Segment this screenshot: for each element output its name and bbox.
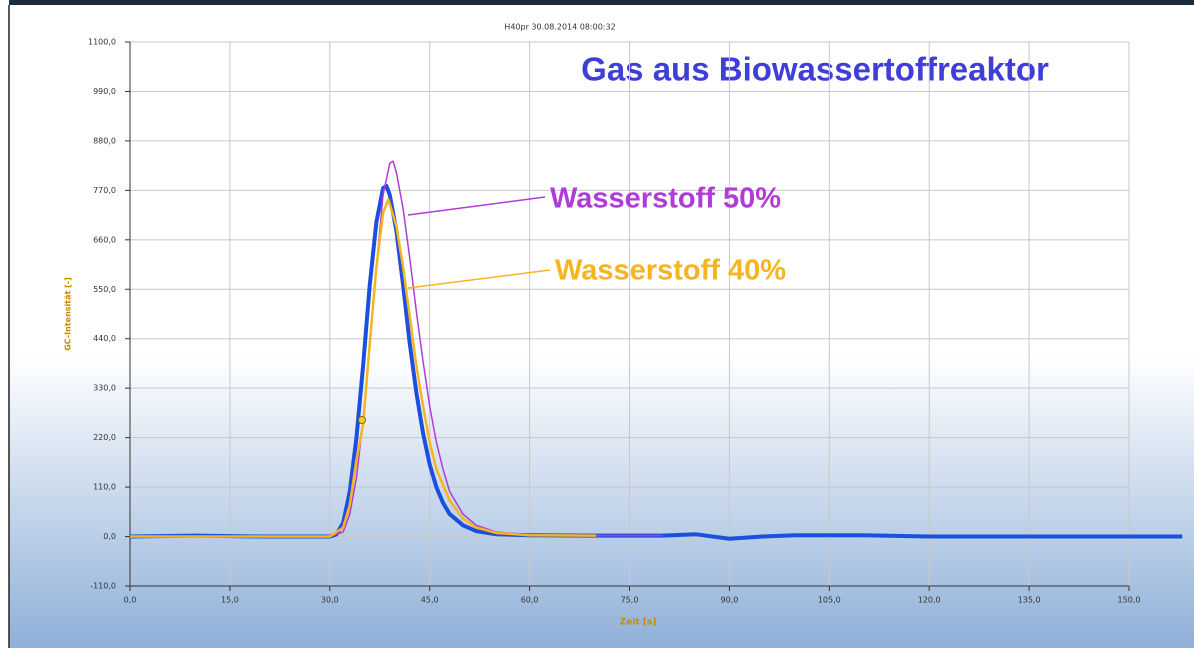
- y-tick-label: 770,0: [93, 186, 116, 195]
- y-tick-label: -110,0: [90, 582, 116, 591]
- x-tick-label: 135,0: [1018, 596, 1041, 605]
- x-tick-label: 60,0: [521, 596, 539, 605]
- data-line: [130, 160, 663, 538]
- y-tick-label: 330,0: [93, 384, 116, 393]
- annotation-pointer: [407, 196, 546, 216]
- x-tick-label: 120,0: [918, 596, 941, 605]
- y-tick-label: 440,0: [93, 334, 116, 343]
- x-tick-label: 90,0: [720, 596, 738, 605]
- annotation-pointer: [407, 269, 551, 289]
- y-tick-label: 660,0: [93, 235, 116, 244]
- x-tick-label: 75,0: [621, 596, 639, 605]
- x-tick-label: 150,0: [1118, 596, 1141, 605]
- y-tick-label: 0,0: [103, 532, 116, 541]
- x-tick-label: 45,0: [421, 596, 439, 605]
- y-tick-label: 880,0: [93, 136, 116, 145]
- annotation: Gas aus Biowassertoffreaktor: [581, 51, 1049, 88]
- left-margin: [0, 0, 9, 648]
- x-tick-label: 30,0: [321, 596, 339, 605]
- y-axis-label: GC-Intensität [-]: [64, 277, 73, 351]
- top-border: [0, 0, 1194, 5]
- data-line: [129, 183, 1183, 541]
- x-axis-label: Zeit [s]: [620, 618, 657, 628]
- x-tick-label: 15,0: [221, 596, 239, 605]
- series-label: Wasserstoff 50%: [550, 183, 781, 215]
- y-tick-label: 220,0: [93, 433, 116, 442]
- cursor: [358, 416, 366, 424]
- chart-title: H40pr 30.08.2014 08:00:32: [504, 23, 615, 32]
- y-tick-label: 550,0: [93, 285, 116, 294]
- y-tick-label: 1100,0: [88, 38, 116, 47]
- y-tick-label: 990,0: [93, 87, 116, 96]
- series-label: Wasserstoff 40%: [555, 255, 786, 287]
- data-line: [130, 198, 597, 538]
- x-tick-label: 105,0: [818, 596, 841, 605]
- x-tick-label: 0,0: [124, 596, 137, 605]
- y-tick-label: 110,0: [93, 483, 116, 492]
